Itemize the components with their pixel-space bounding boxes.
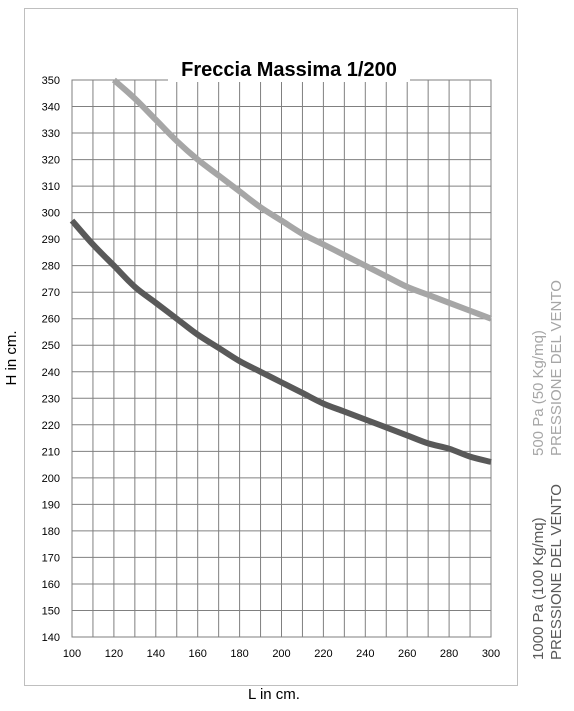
data-point-series-1 — [174, 138, 180, 144]
data-point-series-1 — [279, 218, 285, 224]
x-tick-label: 220 — [314, 648, 332, 660]
grid — [71, 79, 492, 638]
legend-label-line1-series-1: 500 Pa (50 Kg/mq) — [530, 330, 547, 456]
data-point-series-1 — [404, 284, 410, 290]
data-point-series-1 — [237, 188, 243, 194]
x-tick-label: 200 — [272, 648, 290, 660]
y-axis-label: H in cm. — [3, 330, 20, 385]
data-point-series-2 — [153, 300, 159, 306]
legend-label-line1-series-2: 1000 Pa (100 Kg/mq) — [530, 517, 547, 660]
series-line-2 — [69, 218, 492, 465]
data-point-series-2 — [341, 409, 347, 415]
y-tick-label: 200 — [42, 473, 60, 485]
y-tick-label: 230 — [42, 393, 60, 405]
series-line-1 — [111, 77, 493, 322]
data-point-series-1 — [383, 273, 389, 279]
x-tick-label: 140 — [147, 648, 165, 660]
x-tick-label: 100 — [63, 648, 81, 660]
data-point-series-1 — [320, 241, 326, 247]
y-tick-label: 170 — [42, 552, 60, 564]
data-point-series-1 — [258, 204, 264, 210]
data-point-series-2 — [132, 284, 138, 290]
data-point-series-1 — [216, 172, 222, 178]
data-point-series-1 — [488, 316, 494, 322]
y-tick-label: 350 — [42, 75, 60, 87]
data-point-series-1 — [467, 308, 473, 314]
data-point-series-2 — [446, 446, 452, 452]
legend: 500 Pa (50 Kg/mq) PRESSIONE DEL VENTO1000… — [530, 280, 565, 660]
data-point-series-2 — [467, 454, 473, 460]
y-tick-label: 190 — [42, 499, 60, 511]
y-tick-label: 330 — [42, 128, 60, 140]
series-layer — [69, 77, 494, 465]
data-point-series-2 — [279, 379, 285, 385]
y-tick-label: 320 — [42, 155, 60, 167]
x-tick-label: 160 — [189, 648, 207, 660]
y-tick-label: 180 — [42, 526, 60, 538]
y-tick-label: 150 — [42, 605, 60, 617]
y-tick-label: 280 — [42, 261, 60, 273]
data-point-series-2 — [111, 263, 117, 269]
x-tick-label: 300 — [482, 648, 500, 660]
title-background — [168, 54, 410, 82]
legend-label-line2-series-2: PRESSIONE DEL VENTO — [548, 484, 565, 660]
y-tick-label: 310 — [42, 181, 60, 193]
x-tick-label: 180 — [230, 648, 248, 660]
x-tick-label: 280 — [440, 648, 458, 660]
data-point-series-2 — [258, 369, 264, 375]
data-point-series-2 — [195, 332, 201, 338]
data-point-series-1 — [299, 231, 305, 237]
data-point-series-1 — [362, 263, 368, 269]
x-axis-label: L in cm. — [248, 686, 300, 703]
data-point-series-1 — [446, 300, 452, 306]
data-point-series-2 — [69, 218, 75, 224]
data-point-series-2 — [299, 390, 305, 396]
y-tick-label: 260 — [42, 314, 60, 326]
data-point-series-2 — [425, 440, 431, 446]
data-point-series-2 — [216, 345, 222, 351]
data-point-series-2 — [383, 424, 389, 430]
data-point-series-2 — [488, 459, 494, 465]
data-point-series-1 — [153, 117, 159, 123]
y-tick-label: 290 — [42, 234, 60, 246]
data-point-series-2 — [362, 417, 368, 423]
chart-frame — [24, 8, 518, 686]
data-point-series-2 — [90, 241, 96, 247]
x-tick-label: 260 — [398, 648, 416, 660]
x-tick-label: 240 — [356, 648, 374, 660]
data-point-series-2 — [320, 401, 326, 407]
data-point-series-1 — [341, 252, 347, 258]
data-point-series-1 — [132, 96, 138, 102]
y-tick-label: 340 — [42, 102, 60, 114]
data-point-series-2 — [404, 432, 410, 438]
y-tick-label: 210 — [42, 446, 60, 458]
x-tick-label: 120 — [105, 648, 123, 660]
data-point-series-1 — [195, 157, 201, 163]
y-tick-label: 250 — [42, 340, 60, 352]
data-point-series-2 — [237, 358, 243, 364]
y-tick-label: 160 — [42, 579, 60, 591]
data-point-series-1 — [111, 77, 117, 83]
chart-title: Freccia Massima 1/200 — [181, 59, 397, 81]
y-tick-label: 220 — [42, 420, 60, 432]
data-point-series-2 — [174, 316, 180, 322]
tick-labels: 100 120 140 160 180 200 220 240 260 280 300 140 150 1… — [42, 75, 501, 660]
y-tick-label: 240 — [42, 367, 60, 379]
data-point-series-1 — [425, 292, 431, 298]
y-tick-label: 300 — [42, 208, 60, 220]
y-tick-label: 270 — [42, 287, 60, 299]
legend-label-line2-series-1: PRESSIONE DEL VENTO — [548, 280, 565, 456]
y-tick-label: 140 — [42, 632, 60, 644]
